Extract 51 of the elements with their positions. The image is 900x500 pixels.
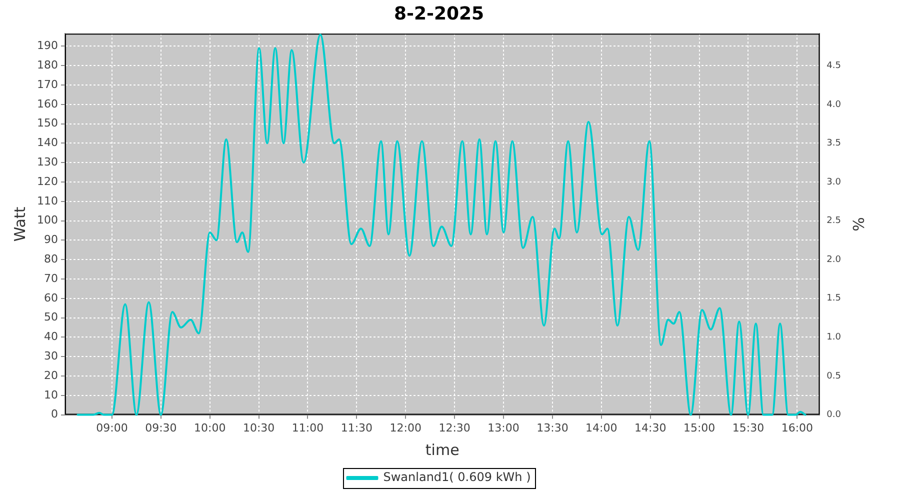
x-tick-label: 14:30 xyxy=(634,421,666,434)
line-series xyxy=(76,34,806,416)
y2-tick-label: 0.0 xyxy=(826,410,842,420)
y-tick-label: 130 xyxy=(36,155,58,168)
y-tick-label: 30 xyxy=(44,349,58,362)
legend-label: Swanland1( 0.609 kWh ) xyxy=(383,470,531,484)
x-tick-label: 14:00 xyxy=(586,421,618,434)
y-tick-label: 170 xyxy=(36,78,58,91)
y-tick-label: 60 xyxy=(44,291,58,304)
y-tick-label: 140 xyxy=(36,136,58,150)
y-axis-title: Watt xyxy=(10,206,29,242)
y-tick-label: 110 xyxy=(36,194,58,208)
y2-tick-label: 4.0 xyxy=(826,100,842,110)
y-tick-label: 180 xyxy=(36,58,58,72)
x-tick-label: 15:30 xyxy=(732,421,764,434)
x-axis-title: time xyxy=(425,440,460,459)
y2-tick-label: 1.5 xyxy=(826,294,842,304)
x-tick-label: 12:30 xyxy=(438,421,470,434)
y-tick-label: 160 xyxy=(36,97,58,110)
y-tick-label: 20 xyxy=(44,368,58,382)
x-tick-label: 15:00 xyxy=(683,421,716,434)
y-tick-label: 80 xyxy=(44,252,58,266)
chart-title: 8-2-2025 xyxy=(394,3,484,24)
y2-tick-label: 2.5 xyxy=(826,216,842,226)
x-tick-label: 09:30 xyxy=(145,421,177,434)
x-tick-label: 16:00 xyxy=(781,421,814,434)
x-tick-label: 12:00 xyxy=(390,421,422,434)
y2-tick-label: 3.5 xyxy=(826,138,842,149)
x-tick-label: 10:00 xyxy=(194,421,226,434)
x-tick-label: 11:30 xyxy=(340,421,373,434)
y2-tick-label: 1.0 xyxy=(826,332,842,343)
y2-tick-label: 0.5 xyxy=(826,371,842,382)
y2-tick-label: 3.0 xyxy=(826,177,842,188)
y2-tick-label: 4.5 xyxy=(826,60,842,71)
y-tick-label: 190 xyxy=(36,39,58,52)
x-tick-label: 10:30 xyxy=(242,421,275,434)
y2-axis-title: % xyxy=(849,217,868,232)
y2-tick-label: 2.0 xyxy=(826,254,842,265)
y-tick-label: 50 xyxy=(44,310,58,324)
y-tick-label: 70 xyxy=(44,272,58,285)
y-tick-label: 40 xyxy=(44,330,58,344)
x-tick-label: 11:00 xyxy=(292,421,324,434)
x-tick-label: 09:00 xyxy=(96,421,128,434)
y-tick-label: 120 xyxy=(36,174,58,188)
y-tick-label: 150 xyxy=(36,116,58,130)
x-tick-label: 13:00 xyxy=(488,421,520,434)
y-tick-label: 90 xyxy=(44,233,58,246)
y-tick-label: 10 xyxy=(44,388,58,402)
y-tick-label: 100 xyxy=(36,214,58,227)
y-tick-label: 0 xyxy=(50,408,58,421)
x-tick-label: 13:30 xyxy=(536,421,568,434)
